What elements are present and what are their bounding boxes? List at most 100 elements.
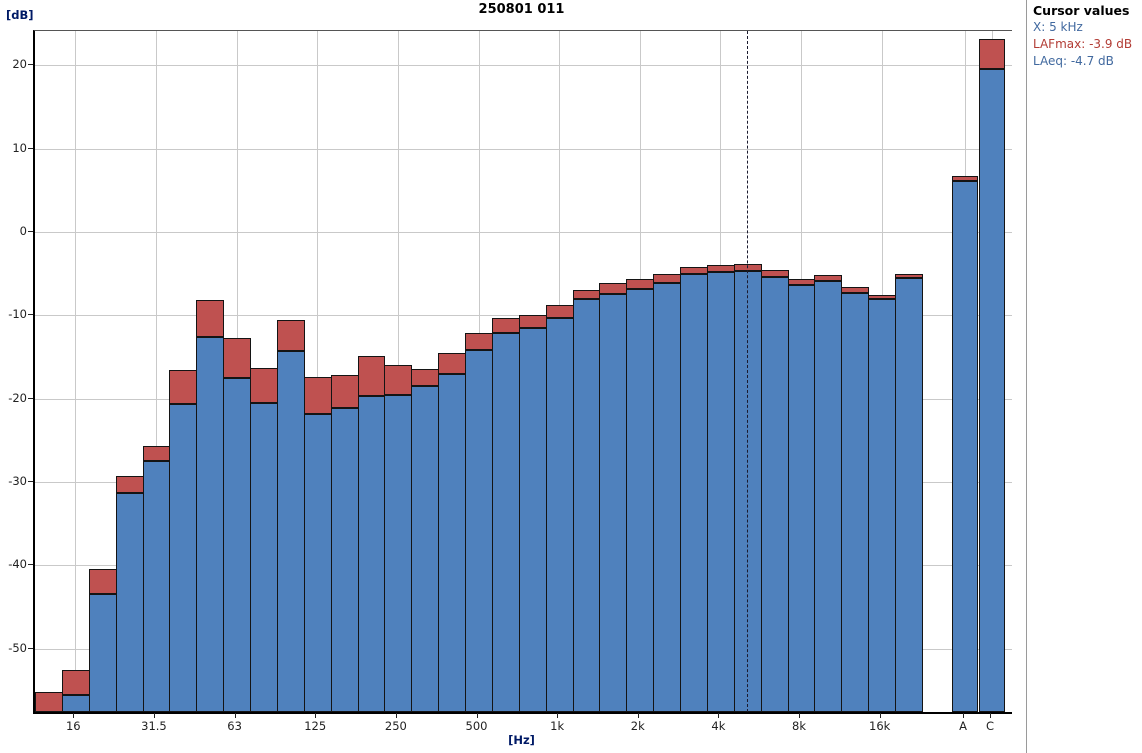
bar-lafmax-200[interactable] <box>357 356 386 397</box>
bar-laeq-800[interactable] <box>518 327 547 712</box>
bar-lafmax-6.3k[interactable] <box>760 270 789 277</box>
bar-lafmax-10k[interactable] <box>814 275 843 282</box>
bar-laeq-16k[interactable] <box>868 299 897 712</box>
bar-laeq-315[interactable] <box>411 386 440 712</box>
bar-laeq-20[interactable] <box>88 594 117 712</box>
y-tick-mark-20 <box>28 64 33 66</box>
bar-laeq-12.5k[interactable] <box>841 292 870 712</box>
x-tick-label-125: 125 <box>304 719 327 733</box>
bar-laeq-500[interactable] <box>465 350 493 712</box>
bar-lafmax-12.5[interactable] <box>35 691 63 712</box>
x-tick-label-31.5: 31.5 <box>141 719 167 733</box>
bar-lafmax-12.5k[interactable] <box>841 286 870 293</box>
y-tick-label-10: 10 <box>12 140 27 155</box>
bar-lafmax-315[interactable] <box>411 368 440 387</box>
x-tick-mark-16 <box>73 713 75 718</box>
x-tick-mark-500 <box>476 713 478 718</box>
bar-lafmax-50[interactable] <box>196 300 225 337</box>
bar-lafmax-1.6k[interactable] <box>599 282 628 295</box>
bar-lafmax-1.25k[interactable] <box>572 290 601 299</box>
x-tick-label-1k: 1k <box>550 719 565 733</box>
x-tick-label-250: 250 <box>384 719 407 733</box>
spectrum-chart: 250801 011 [dB] 20 10 0 -10 -20 -30 -40 -50 16 31… <box>6 2 1012 747</box>
bar-lafmax-1k[interactable] <box>545 305 574 318</box>
bar-lafmax-400[interactable] <box>438 352 467 374</box>
bar-laeq-31.5[interactable] <box>142 461 171 712</box>
bar-laeq-160[interactable] <box>330 407 359 712</box>
bar-laeq-16[interactable] <box>61 695 90 712</box>
x-tick-label-A: A <box>959 719 967 733</box>
x-tick-mark-63 <box>234 713 236 718</box>
bar-laeq-2.5k[interactable] <box>653 282 682 712</box>
gridline-h-10 <box>35 148 1012 150</box>
bar-lafmax-160[interactable] <box>330 375 359 408</box>
bar-lafmax-8k[interactable] <box>787 279 816 286</box>
bar-laeq-40[interactable] <box>169 403 198 712</box>
bar-lafmax-4k[interactable] <box>706 265 735 272</box>
y-tick-mark--10 <box>28 314 33 316</box>
y-tick-mark--20 <box>28 397 33 399</box>
bar-laeq-50[interactable] <box>196 336 225 712</box>
y-tick-mark--50 <box>28 647 33 649</box>
gridline-h-20 <box>35 65 1012 67</box>
cursor-line[interactable] <box>747 31 749 712</box>
bar-laeq-630[interactable] <box>491 332 520 712</box>
x-tick-label-8k: 8k <box>792 719 807 733</box>
x-tick-mark-250 <box>395 713 397 718</box>
bar-laeq-100[interactable] <box>276 351 305 712</box>
bar-laeq-2k[interactable] <box>626 288 655 712</box>
y-tick-mark-10 <box>28 147 33 149</box>
bar-laeq-C[interactable] <box>979 69 1005 712</box>
y-tick-mark--30 <box>28 480 33 482</box>
bar-lafmax-100[interactable] <box>276 320 305 352</box>
cursor-values-panel: Cursor values X: 5 kHz LAFmax: -3.9 dB L… <box>1033 2 1139 70</box>
x-axis-unit-label: [Hz] <box>508 733 535 747</box>
x-tick-label-16: 16 <box>65 719 81 733</box>
y-tick-label-0: 0 <box>19 223 27 238</box>
gridline-v-0 <box>75 31 77 712</box>
bar-laeq-1.25k[interactable] <box>572 298 601 712</box>
bar-laeq-250[interactable] <box>384 395 413 712</box>
bar-lafmax-A[interactable] <box>952 176 978 182</box>
plot-area[interactable] <box>33 30 1012 714</box>
bar-lafmax-800[interactable] <box>518 315 547 328</box>
bar-lafmax-16[interactable] <box>61 670 90 696</box>
panel-divider <box>1026 0 1027 753</box>
bar-lafmax-63[interactable] <box>223 337 252 378</box>
x-tick-mark-A <box>963 713 964 718</box>
bar-laeq-4k[interactable] <box>706 271 735 712</box>
bar-laeq-1.6k[interactable] <box>599 294 628 712</box>
bar-lafmax-40[interactable] <box>169 370 198 404</box>
bar-laeq-10k[interactable] <box>814 281 843 712</box>
bar-lafmax-250[interactable] <box>384 365 413 396</box>
bar-lafmax-20[interactable] <box>88 569 117 595</box>
bar-lafmax-16k[interactable] <box>868 295 897 300</box>
bar-lafmax-2.5k[interactable] <box>653 274 682 283</box>
x-tick-mark-2k <box>637 713 639 718</box>
bar-laeq-8k[interactable] <box>787 285 816 712</box>
bar-lafmax-25[interactable] <box>115 476 144 493</box>
x-tick-mark-1k <box>557 713 559 718</box>
bar-laeq-400[interactable] <box>438 373 467 712</box>
bar-lafmax-2k[interactable] <box>626 279 655 289</box>
bar-lafmax-125[interactable] <box>303 376 332 414</box>
bar-laeq-A[interactable] <box>952 181 978 712</box>
bar-laeq-80[interactable] <box>250 402 278 712</box>
x-tick-label-63: 63 <box>227 719 242 733</box>
bar-laeq-20k[interactable] <box>895 277 923 712</box>
bar-lafmax-20k[interactable] <box>895 273 923 278</box>
bar-laeq-1k[interactable] <box>545 317 574 712</box>
bar-lafmax-500[interactable] <box>465 332 493 351</box>
bar-laeq-6.3k[interactable] <box>760 276 789 712</box>
bar-lafmax-3.15k[interactable] <box>680 266 708 275</box>
bar-lafmax-630[interactable] <box>491 317 520 333</box>
bar-lafmax-80[interactable] <box>250 367 278 403</box>
bar-laeq-25[interactable] <box>115 492 144 712</box>
bar-laeq-3.15k[interactable] <box>680 274 708 712</box>
y-axis-unit-label: [dB] <box>6 8 34 22</box>
bar-lafmax-C[interactable] <box>979 38 1005 70</box>
bar-laeq-125[interactable] <box>303 413 332 712</box>
bar-laeq-200[interactable] <box>357 396 386 712</box>
bar-lafmax-31.5[interactable] <box>142 446 171 462</box>
bar-laeq-63[interactable] <box>223 377 252 712</box>
